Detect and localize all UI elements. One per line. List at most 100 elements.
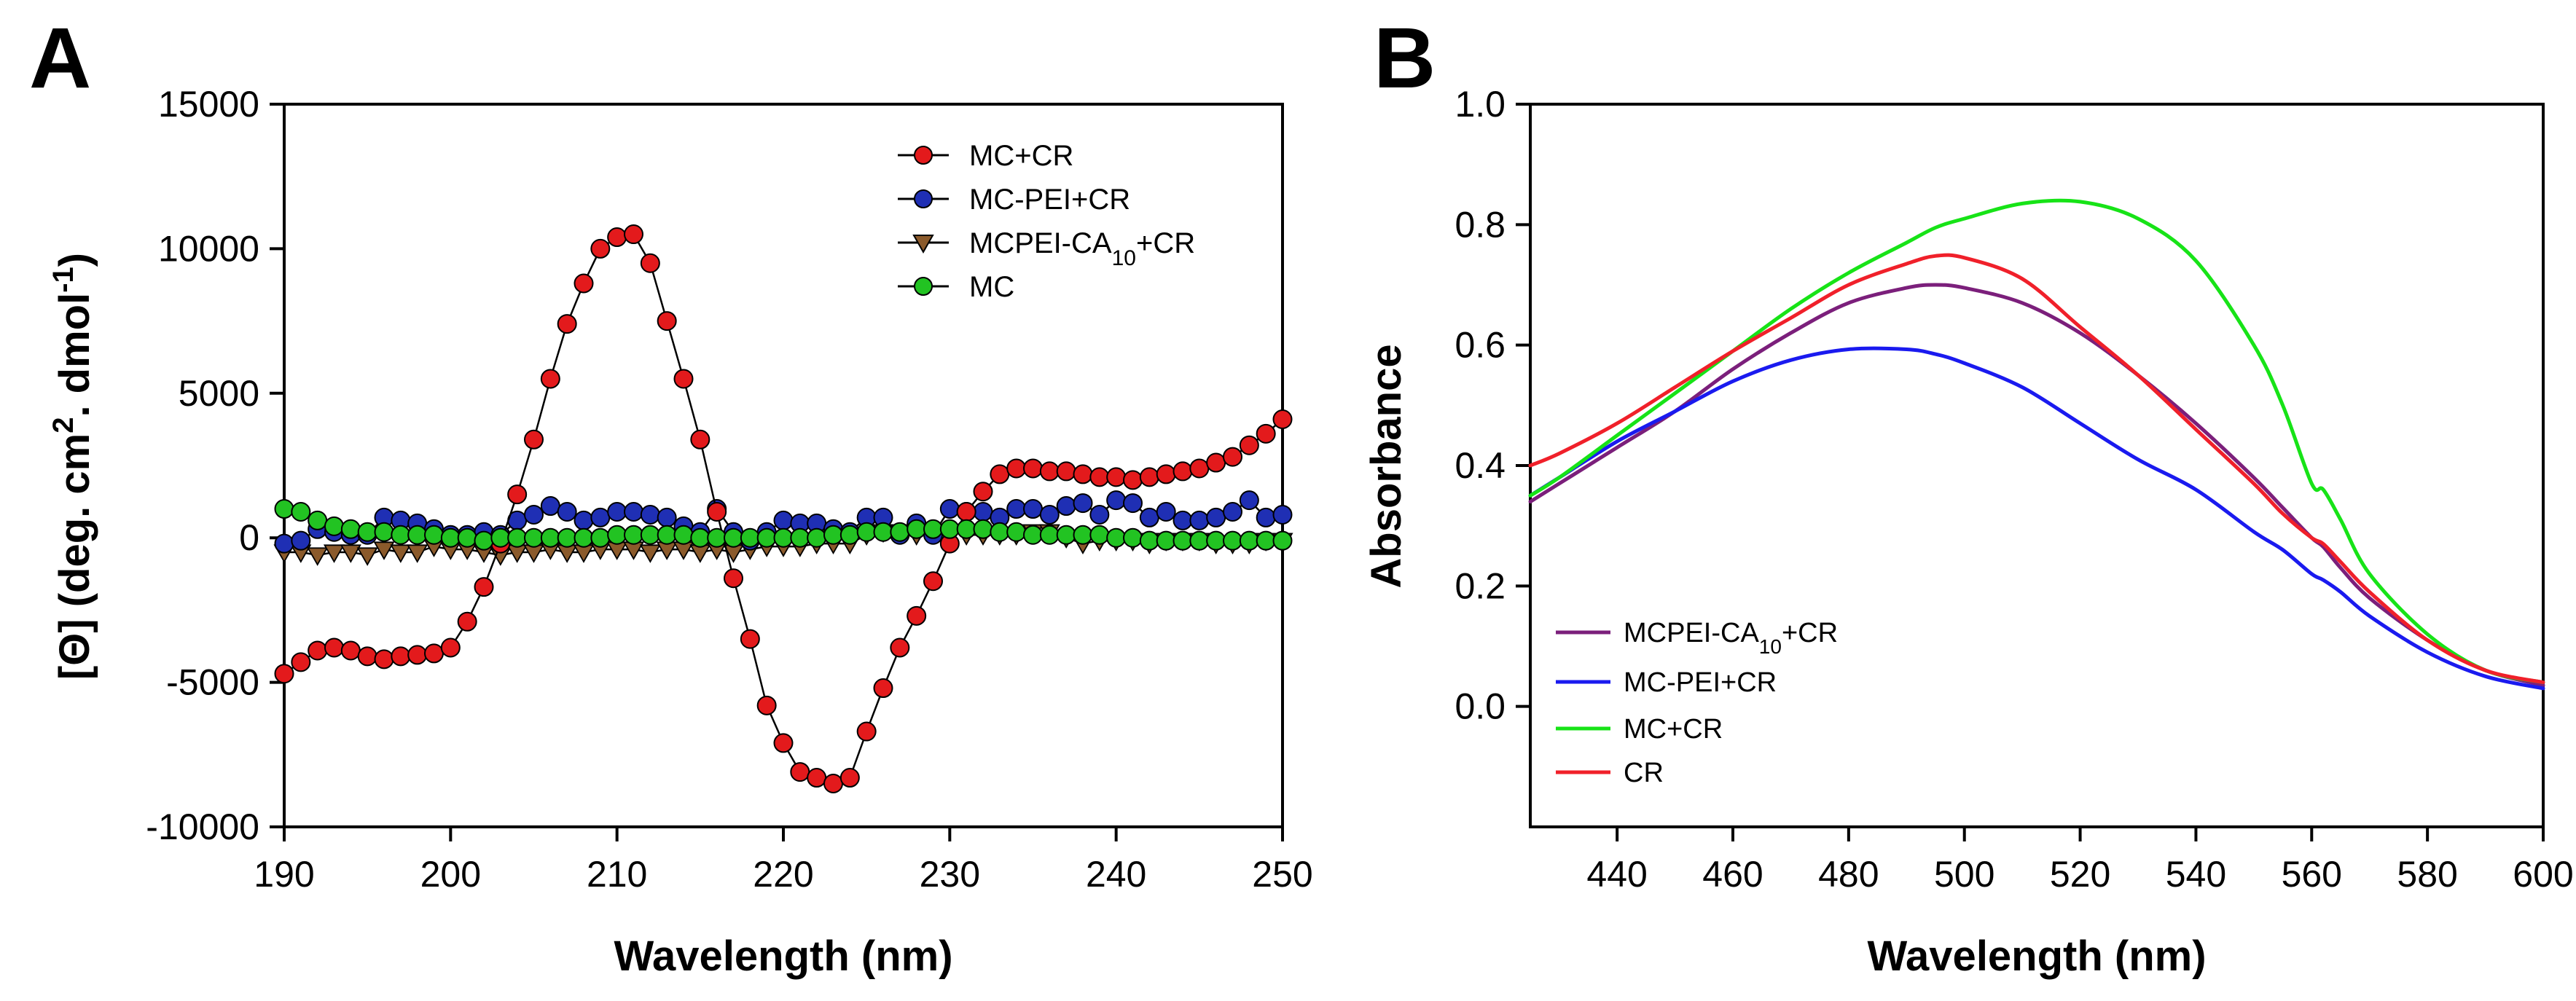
data-point-mc-cr [1056, 461, 1076, 482]
panel-a-y-tick-label: 10000 [158, 228, 259, 269]
panel-b: B 0.0 0.2 0.4 0.6 0.8 1.0 440 460 480 500 520 540 5… [1363, 10, 2574, 980]
legend-item-mcpei-ca10-cr: MCPEI-CA10+CR [898, 227, 1195, 270]
data-point-mc [624, 525, 643, 545]
panel-a-series-group [273, 224, 1293, 793]
data-point-mc [923, 519, 943, 539]
data-point-mc-pei-cr [607, 501, 627, 522]
data-point-mc [1056, 525, 1076, 545]
data-point-mc-pei-cr [939, 499, 960, 519]
panel-b-letter: B [1374, 10, 1436, 106]
panel-b-legend: MCPEI-CA10+CR MC-PEI+CR MC+CR CR [1556, 618, 1838, 788]
data-point-mc-cr [391, 646, 411, 667]
data-point-mc-cr [1189, 458, 1210, 479]
data-point-mc [673, 525, 694, 545]
panel-a: A -10000 -5000 0 5000 10000 15000 190 200 210 22… [29, 10, 1313, 980]
data-point-mc-cr [1139, 467, 1159, 487]
data-point-mc-cr [474, 577, 494, 597]
data-point-mc-pei-cr [590, 507, 611, 527]
data-point-mcpei-ca10-cr [356, 547, 378, 566]
series-line-mc-pei-cr [1528, 346, 2545, 691]
data-point-mc [640, 525, 660, 545]
data-point-mcpei-ca10-cr [689, 544, 711, 563]
panel-b-y-tick-label: 0.8 [1455, 204, 1506, 245]
panel-a-x-axis: 190 200 210 220 230 240 250 [254, 827, 1313, 895]
data-point-mc [990, 522, 1010, 542]
data-point-mc-cr [1073, 464, 1093, 484]
data-point-mc-cr [507, 484, 528, 505]
series-line-mcpei-ca10-cr [1528, 283, 2545, 688]
data-point-mc [890, 522, 910, 542]
data-point-mc [291, 501, 311, 522]
data-point-mc-cr [890, 637, 910, 658]
panel-b-x-axis: 440 460 480 500 520 540 560 580 600 [1586, 827, 2574, 895]
data-point-mc-pei-cr [291, 530, 311, 551]
data-point-mc-cr [607, 227, 627, 248]
panel-a-x-tick-label: 240 [1086, 854, 1146, 895]
panel-a-letter: A [29, 10, 91, 106]
data-point-mc-cr [1156, 464, 1176, 484]
panel-b-x-tick-label: 460 [1702, 854, 1763, 895]
data-point-mc [457, 527, 477, 548]
data-point-mc-cr [657, 311, 677, 331]
data-point-mc [308, 510, 328, 530]
data-point-mc [391, 525, 411, 545]
data-point-mc [973, 519, 993, 539]
panel-a-x-tick-label: 210 [587, 854, 647, 895]
data-point-mc-cr [1172, 461, 1193, 482]
data-point-mcpei-ca10-cr [639, 544, 661, 563]
data-point-mc [1272, 530, 1293, 551]
data-point-mc [1239, 530, 1259, 551]
panel-a-legend: MC+CR MC-PEI+CR MCPEI-CA10+CR MC [898, 140, 1195, 303]
data-point-mc-pei-cr [624, 501, 643, 522]
panel-b-y-tick-label: 0.0 [1455, 686, 1506, 727]
data-point-mc [1172, 530, 1193, 551]
data-point-mc-pei-cr [274, 533, 294, 554]
panel-b-x-axis-title: Wavelength (nm) [1867, 933, 2206, 980]
data-point-mc-cr [756, 695, 777, 715]
legend-label: MC-PEI+CR [969, 184, 1130, 216]
data-point-mc-cr [923, 571, 943, 592]
data-point-mc [590, 527, 611, 548]
data-point-mc [823, 525, 843, 545]
data-point-mc [474, 530, 494, 551]
data-point-mc [524, 527, 544, 548]
data-point-mc-cr [1023, 458, 1043, 479]
panel-b-y-tick-label: 0.6 [1455, 325, 1506, 366]
data-point-mc [1039, 525, 1060, 545]
data-point-mc [657, 525, 677, 545]
panel-a-y-axis: -10000 -5000 0 5000 10000 15000 [146, 84, 284, 847]
data-point-mc-cr [707, 501, 727, 522]
data-point-mc [357, 522, 377, 542]
data-point-mc-cr [274, 664, 294, 684]
data-point-mc [573, 527, 594, 548]
data-point-mc-cr [590, 238, 611, 259]
data-point-mc [1006, 522, 1027, 542]
data-point-mc [1089, 525, 1110, 545]
data-point-mc-pei-cr [1239, 490, 1259, 511]
data-point-mc [407, 525, 428, 545]
panel-b-y-tick-label: 0.4 [1455, 445, 1506, 486]
data-point-mc-cr [690, 429, 710, 450]
series-mc-cr [274, 224, 1293, 793]
data-point-mcpei-ca10-cr [307, 547, 329, 566]
data-point-mc [1156, 530, 1176, 551]
legend-label: MCPEI-CA10+CR [969, 227, 1195, 270]
data-point-mcpei-ca10-cr [340, 544, 361, 563]
data-point-mc [507, 527, 528, 548]
data-point-mc-cr [524, 429, 544, 450]
legend-label: CR [1624, 758, 1664, 788]
data-point-mcpei-ca10-cr [390, 544, 412, 563]
data-point-mcpei-ca10-cr [522, 544, 545, 563]
panel-a-x-tick-label: 230 [920, 854, 980, 895]
data-point-mc-cr [407, 645, 428, 665]
legend-item-mcpei-ca10-cr: MCPEI-CA10+CR [1556, 618, 1838, 658]
data-point-mc-cr [956, 501, 976, 522]
data-point-mcpei-ca10-cr [606, 541, 628, 560]
panel-a-x-tick-label: 200 [420, 854, 481, 895]
panel-b-series-group [1528, 198, 2545, 691]
data-point-mc-cr [291, 652, 311, 672]
data-point-mc [274, 499, 294, 519]
panel-a-y-tick-label: 5000 [179, 373, 259, 414]
data-point-mc [690, 527, 710, 548]
data-point-mc-cr [907, 605, 927, 626]
